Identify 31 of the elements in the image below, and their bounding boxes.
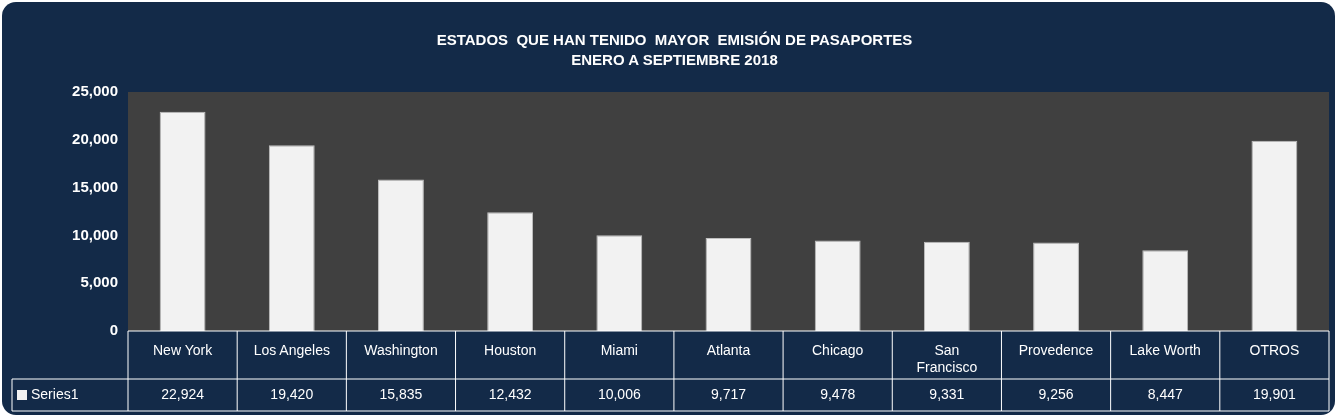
data-label: 19,901: [1252, 385, 1297, 402]
data-label: 9,717: [710, 385, 747, 402]
chart-subtitle: ENERO A SEPTIEMBRE 2018: [571, 51, 778, 69]
y-tick-label: 15,000: [72, 177, 118, 195]
x-tick-label: Lake Worth: [1129, 342, 1201, 359]
data-label: 9,478: [820, 385, 856, 402]
data-label: 9,331: [929, 385, 965, 402]
data-label: 8,447: [1147, 385, 1183, 402]
data-label: 22,924: [161, 385, 205, 402]
chart-title: ESTADOS QUE HAN TENIDO MAYOR EMISIÓN DE PASAPORTES: [436, 31, 913, 49]
legend-label: Series1: [31, 385, 79, 402]
y-tick-label: 25,000: [72, 82, 118, 100]
x-tick-label: Atlanta: [706, 342, 751, 359]
x-tick-label: Miami: [600, 342, 638, 359]
x-tick-label: San Francisco: [916, 342, 978, 376]
data-label: 15,835: [379, 385, 423, 402]
x-tick-label: OTROS: [1249, 342, 1300, 359]
x-tick-label: Chicago: [811, 342, 864, 359]
x-tick-label: Houston: [484, 342, 537, 359]
data-label: 19,420: [270, 385, 314, 402]
x-tick-label: New York: [153, 342, 214, 359]
y-tick-label: 20,000: [72, 129, 118, 147]
x-tick-label: Washington: [364, 342, 438, 359]
data-label: 10,006: [597, 385, 641, 402]
y-tick-label: 10,000: [72, 225, 118, 243]
data-label: 12,432: [488, 385, 532, 402]
y-tick-label: 5,000: [80, 273, 118, 291]
x-tick-label: Los Angeles: [253, 342, 330, 359]
x-tick-label: Provedence: [1018, 342, 1094, 359]
data-label: 9,256: [1038, 385, 1074, 402]
y-tick-label: 0: [109, 321, 118, 339]
